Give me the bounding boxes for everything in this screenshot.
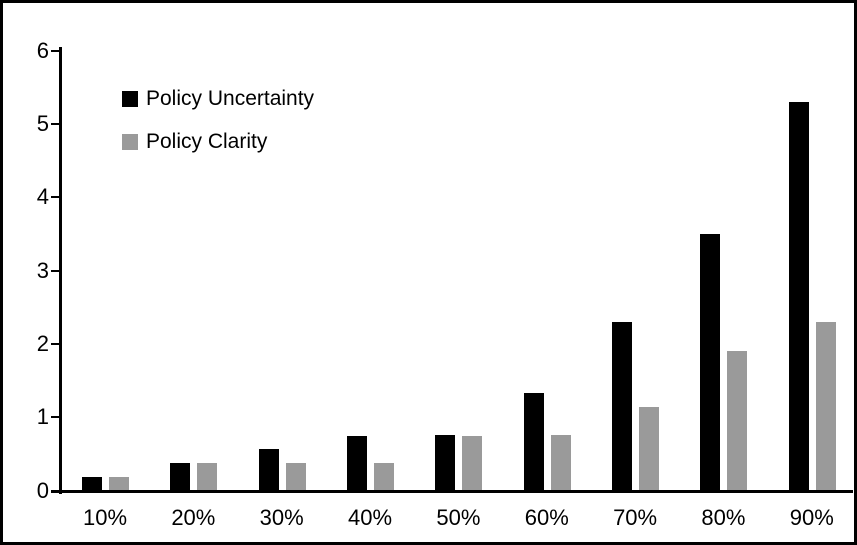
x-axis-label: 50% bbox=[436, 505, 481, 530]
x-axis-label: 30% bbox=[259, 505, 304, 530]
y-axis-label: 2 bbox=[36, 330, 49, 356]
bar-policy-clarity-70% bbox=[639, 406, 660, 491]
bar-policy-clarity-30% bbox=[285, 462, 306, 491]
x-axis-label: 90% bbox=[789, 505, 834, 530]
y-axis-label: 3 bbox=[36, 257, 49, 283]
y-axis-tick bbox=[51, 49, 59, 52]
bar-policy-uncertainty-80% bbox=[700, 233, 721, 491]
x-axis-line bbox=[51, 489, 853, 493]
bar-policy-uncertainty-90% bbox=[788, 102, 809, 491]
y-axis-tick bbox=[51, 269, 59, 272]
x-axis-label: 10% bbox=[82, 505, 128, 530]
legend-item-policy-uncertainty: Policy Uncertainty bbox=[122, 87, 314, 111]
bar-policy-uncertainty-20% bbox=[170, 462, 191, 491]
legend-swatch-policy-uncertainty-icon bbox=[122, 91, 138, 107]
y-axis-tick bbox=[51, 196, 59, 199]
y-axis-tick bbox=[51, 123, 59, 125]
x-axis-label: 70% bbox=[613, 505, 658, 530]
bar-policy-uncertainty-40% bbox=[347, 435, 368, 491]
y-axis-tick bbox=[51, 416, 59, 419]
bar-policy-uncertainty-30% bbox=[258, 448, 279, 491]
y-axis-label: 5 bbox=[36, 111, 49, 136]
y-axis-label: 1 bbox=[36, 404, 49, 430]
x-axis-label: 80% bbox=[701, 505, 746, 530]
bar-policy-clarity-80% bbox=[727, 351, 748, 491]
bar-policy-uncertainty-50% bbox=[435, 434, 456, 491]
y-axis-label: 6 bbox=[36, 37, 49, 63]
bar-policy-clarity-90% bbox=[815, 321, 836, 491]
bar-policy-uncertainty-60% bbox=[523, 393, 544, 491]
legend-label-policy-clarity: Policy Clarity bbox=[146, 130, 268, 153]
bar-policy-clarity-10% bbox=[109, 476, 129, 491]
legend-swatch-policy-clarity-icon bbox=[122, 134, 138, 150]
bar-policy-uncertainty-10% bbox=[82, 476, 102, 491]
x-axis-label: 40% bbox=[348, 505, 393, 530]
y-axis-line bbox=[59, 47, 62, 494]
bar-policy-clarity-60% bbox=[550, 434, 571, 491]
bar-policy-clarity-50% bbox=[462, 435, 483, 491]
x-axis-label: 60% bbox=[524, 505, 569, 530]
y-axis-label: 0 bbox=[36, 477, 49, 503]
x-axis-label: 20% bbox=[171, 505, 216, 530]
legend-item-policy-clarity: Policy Clarity bbox=[122, 130, 267, 154]
y-axis-label: 4 bbox=[36, 184, 49, 210]
y-axis-tick bbox=[51, 342, 59, 345]
bar-policy-clarity-20% bbox=[197, 462, 218, 491]
legend-label-policy-uncertainty: Policy Uncertainty bbox=[146, 87, 315, 110]
bar-policy-uncertainty-70% bbox=[612, 321, 633, 491]
bar-policy-clarity-40% bbox=[374, 462, 395, 491]
